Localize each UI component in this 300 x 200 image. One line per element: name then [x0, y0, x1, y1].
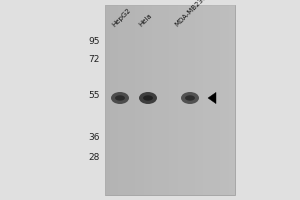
Text: Hela: Hela: [138, 13, 153, 28]
Bar: [105, 5, 235, 195]
Text: MDA-MB231: MDA-MB231: [174, 0, 208, 28]
Text: 36: 36: [88, 134, 100, 142]
Text: 28: 28: [88, 154, 100, 162]
Ellipse shape: [181, 92, 199, 104]
Text: 95: 95: [88, 38, 100, 46]
Text: HepG2: HepG2: [111, 7, 132, 28]
Ellipse shape: [143, 95, 153, 101]
Ellipse shape: [115, 95, 125, 101]
Polygon shape: [208, 92, 216, 104]
Ellipse shape: [111, 92, 129, 104]
Text: 72: 72: [88, 55, 100, 64]
Ellipse shape: [139, 92, 157, 104]
Ellipse shape: [185, 95, 195, 101]
Text: 55: 55: [88, 90, 100, 99]
